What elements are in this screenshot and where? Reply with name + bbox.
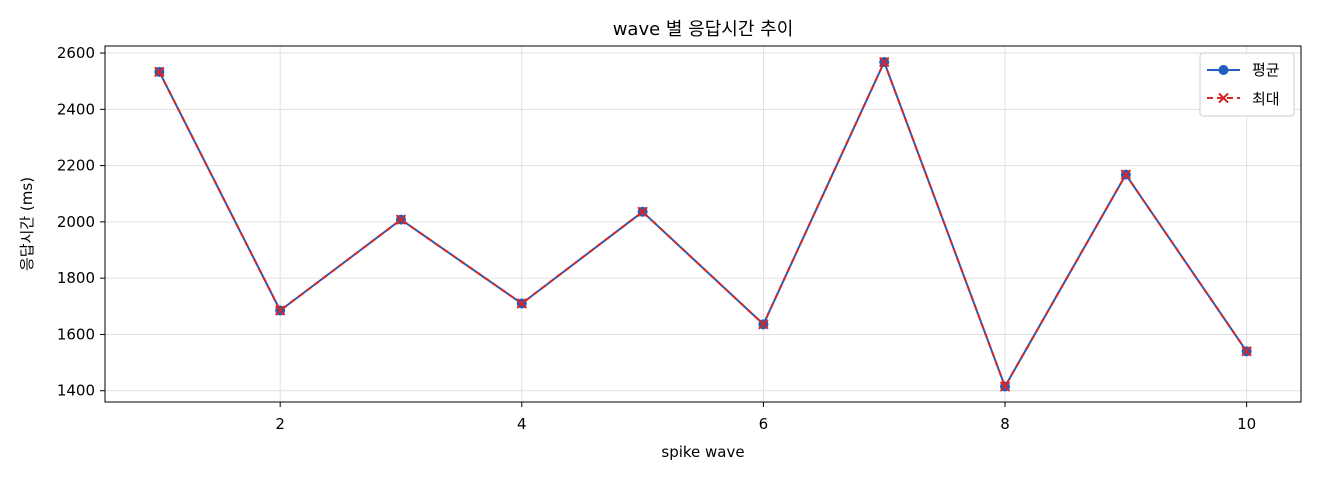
data-point [758, 319, 769, 330]
data-point [637, 206, 648, 217]
chart-title: wave 별 응답시간 추이 [613, 19, 794, 40]
x-tick-label: 6 [759, 415, 769, 433]
legend-label-mean: 평균 [1252, 61, 1280, 79]
y-tick-label: 2600 [57, 44, 95, 62]
legend-box [1199, 52, 1295, 117]
y-tick-label: 2400 [57, 100, 95, 118]
grid [105, 46, 1301, 402]
axis-ticks: 2 4 6 8 10 1400 1600 1800 2000 2200 2400 2600 [57, 44, 1256, 433]
series-line [158, 61, 1248, 388]
y-axis-label: 응답시간 (ms) [18, 177, 36, 271]
x-tick-label: 10 [1237, 415, 1256, 433]
plot-frame [104, 45, 1302, 403]
data-point [395, 214, 407, 225]
legend-marker-max [1218, 92, 1229, 104]
legend: 평균 최대 [1199, 52, 1295, 117]
y-tick-label: 2200 [57, 157, 95, 175]
series-1 [154, 56, 1252, 392]
data-point [274, 305, 286, 316]
data-point [516, 298, 527, 309]
x-tick-label: 2 [275, 415, 285, 433]
y-tick-label: 1600 [57, 325, 95, 343]
y-tick-label: 1800 [57, 269, 95, 287]
y-tick-label: 1400 [57, 382, 95, 400]
data-point [1241, 346, 1252, 357]
legend-label-max: 최대 [1252, 90, 1280, 108]
series-line [158, 61, 1248, 388]
x-axis-label: spike wave [661, 443, 744, 461]
data-point [999, 381, 1011, 392]
data-point [154, 66, 165, 78]
x-tick-label: 4 [517, 415, 527, 433]
series-layer [154, 56, 1252, 392]
data-point [1120, 169, 1132, 180]
legend-marker-mean [1218, 65, 1229, 75]
series-0 [154, 57, 1252, 392]
y-tick-label: 2000 [57, 213, 95, 231]
data-point [879, 56, 890, 68]
x-tick-label: 8 [1000, 415, 1010, 433]
